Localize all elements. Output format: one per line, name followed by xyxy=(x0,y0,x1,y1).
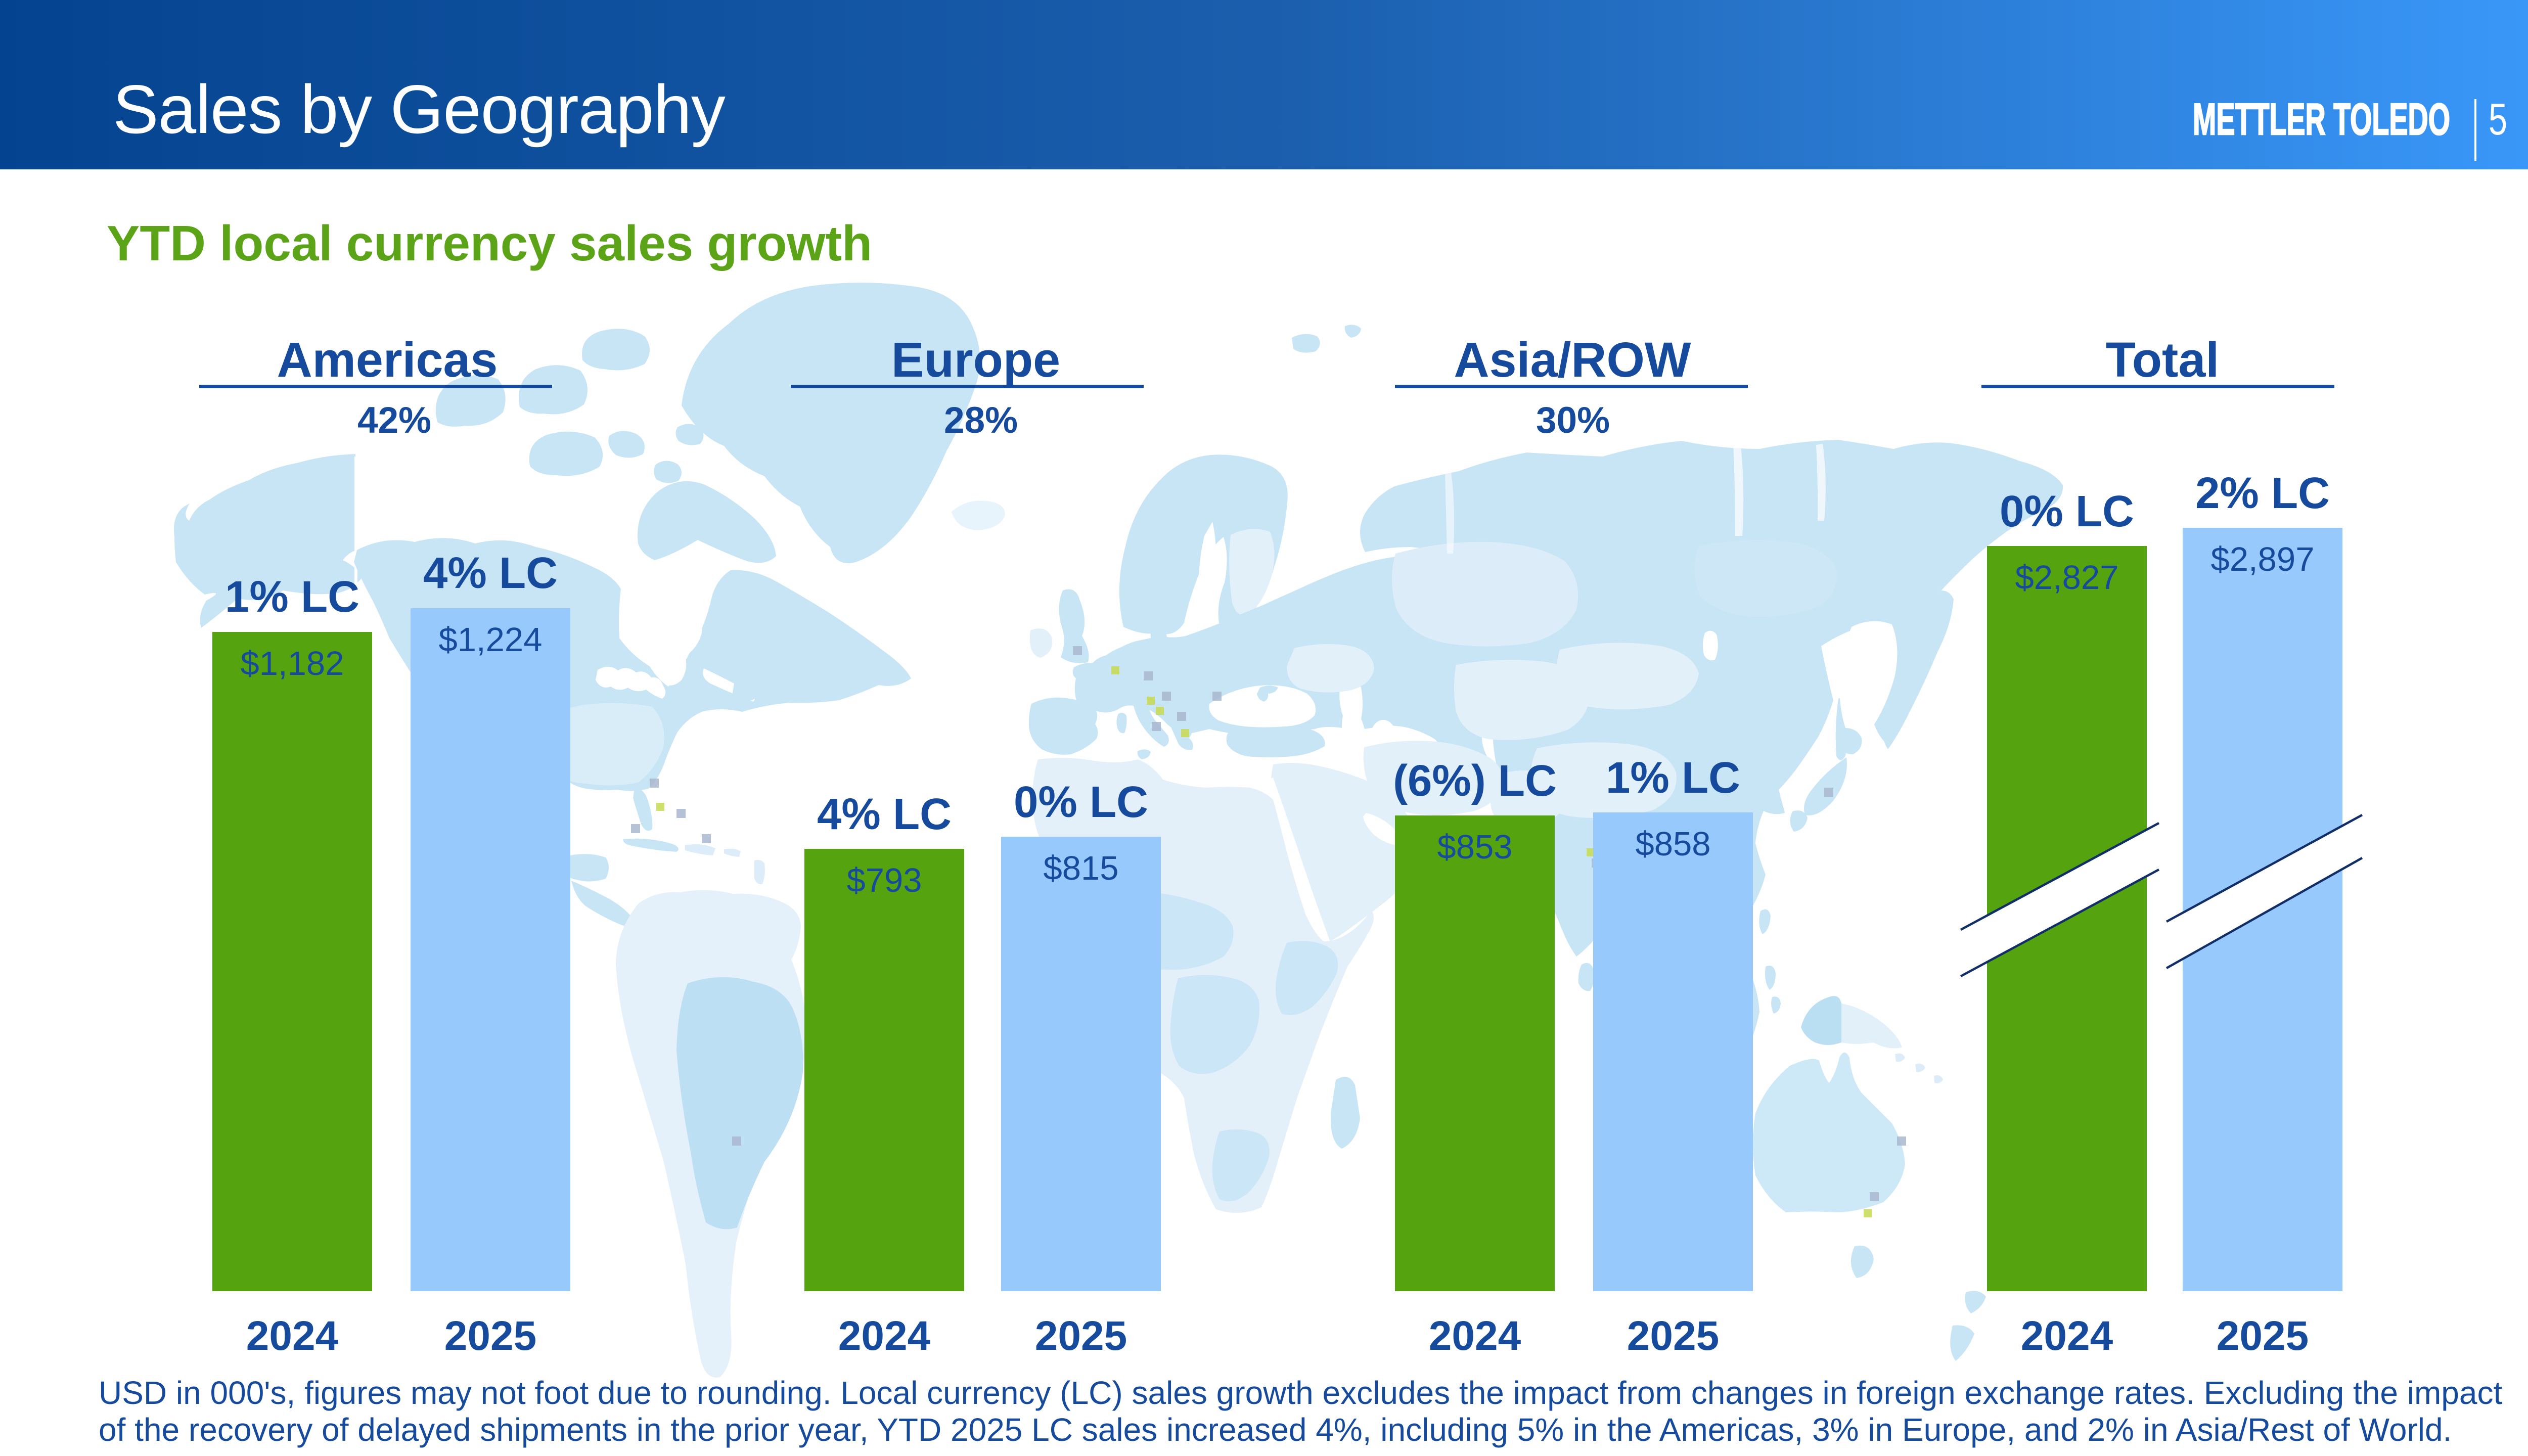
svg-text:5: 5 xyxy=(2489,94,2507,144)
svg-text:METTLER TOLEDO: METTLER TOLEDO xyxy=(2193,94,2450,144)
